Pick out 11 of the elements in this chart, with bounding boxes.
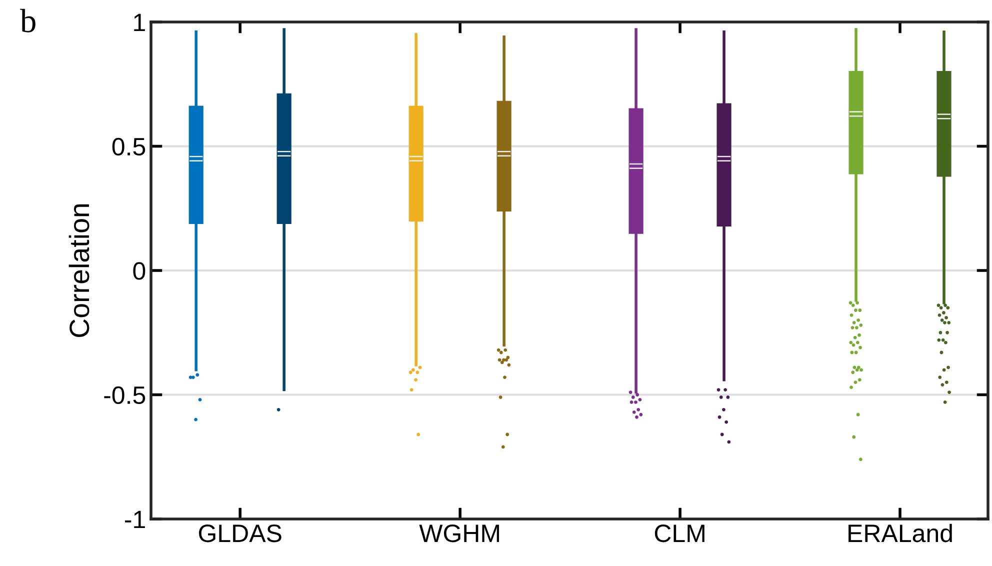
x-tick-label: WGHM (419, 524, 499, 542)
y-tick-label: 0.5 (112, 138, 146, 156)
x-tick-label: GLDAS (198, 524, 282, 542)
y-tick-label: 1 (134, 14, 145, 32)
y-tick-label: -1 (125, 510, 145, 528)
y-tick-label: -0.5 (104, 386, 146, 404)
chart-title: b (20, 8, 36, 32)
x-tick-label: ERALand (848, 524, 952, 542)
x-tick-label: CLM (654, 524, 704, 542)
y-tick-label: 0 (133, 262, 146, 280)
y-axis-title: Correlation (68, 204, 90, 338)
